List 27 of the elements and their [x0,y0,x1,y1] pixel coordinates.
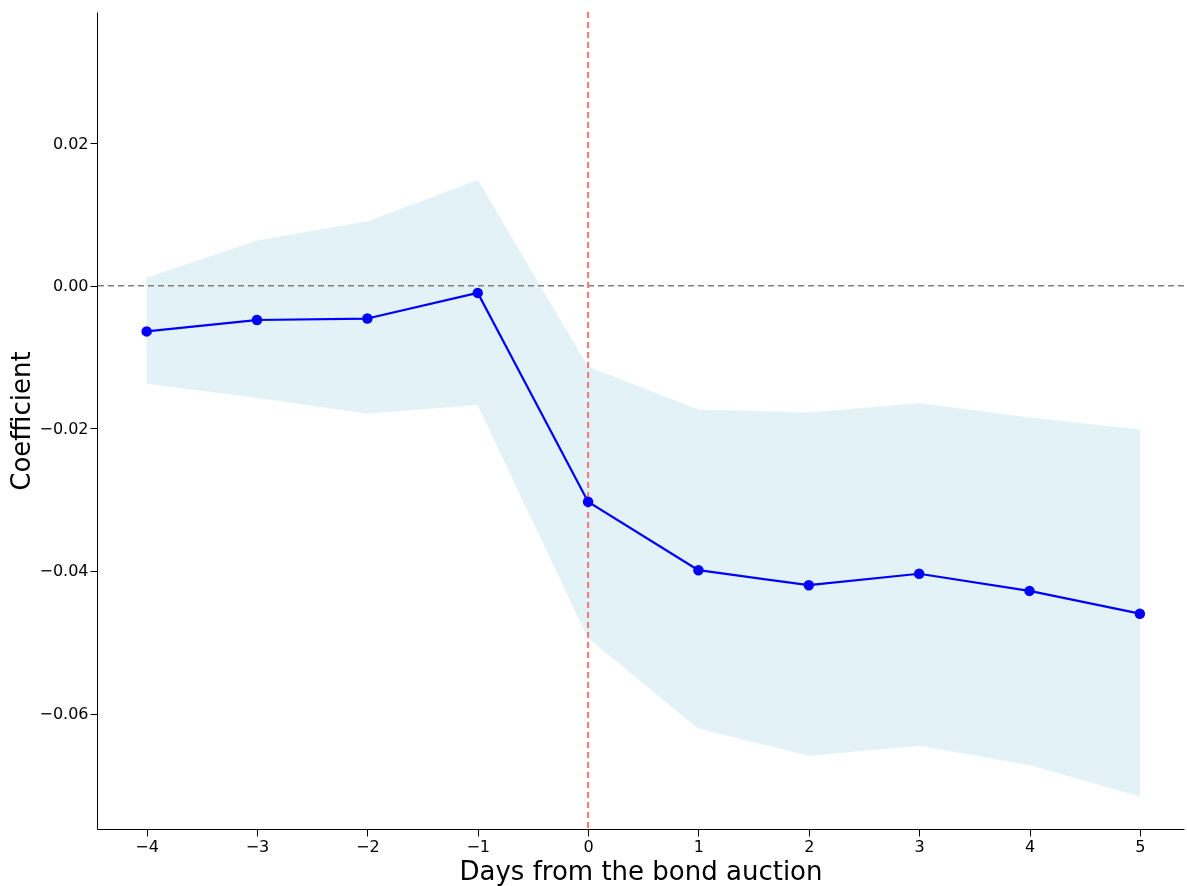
y-tick-label: −0.04 [39,561,89,581]
x-tick-label: 4 [1024,836,1036,856]
point [141,326,152,337]
point [803,579,815,591]
x-tick-label: 5 [1135,836,1146,856]
point [1024,585,1035,597]
x-tick-label: −3 [245,836,270,856]
y-tick-label: 0.00 [52,276,89,296]
x-tick-label: −4 [135,836,159,856]
y-axis-title: Coefficient [6,351,37,491]
x-tick-label: 3 [914,836,925,856]
point [1134,608,1146,619]
x-tick-label: −2 [356,836,380,856]
x-tick-label: 2 [804,836,815,856]
y-tick-label: −0.06 [39,704,89,724]
point [362,313,373,324]
x-axis-title: Days from the bond auction [459,855,823,886]
point [693,564,704,576]
y-tick-label: 0.02 [52,133,89,153]
y-tick-label: −0.02 [39,418,89,438]
point [913,568,925,580]
point [251,314,263,326]
x-tick-label: 1 [693,836,705,856]
x-tick-label: 0 [583,836,594,856]
point [582,496,594,508]
x-tick-label: −1 [466,836,491,856]
point [472,287,483,299]
